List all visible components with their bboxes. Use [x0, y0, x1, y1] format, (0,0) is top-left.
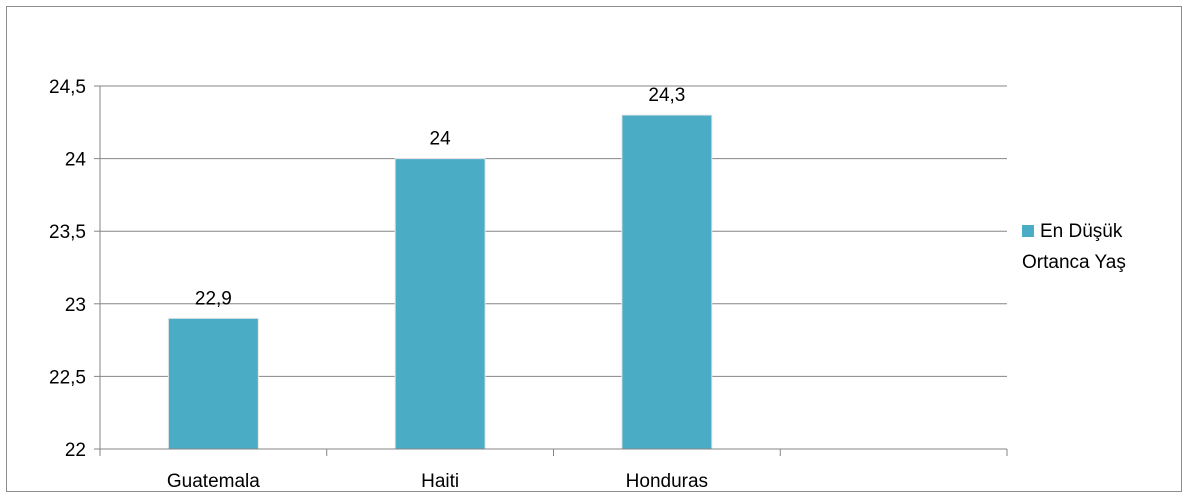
bar-guatemala	[167, 317, 259, 450]
legend-label: En Düşük	[1040, 221, 1123, 242]
y-tick-label: 24,5	[49, 77, 86, 98]
legend-swatch	[1022, 225, 1034, 237]
chart-frame: 22 22,5 23 23,5 24 24,5 22,9 Guatemala 24 Haiti 24…	[6, 6, 1182, 492]
bar-chart: 22 22,5 23 23,5 24 24,5 22,9 Guatemala 24 Haiti 24…	[49, 77, 1126, 492]
data-label: 24,3	[648, 85, 685, 106]
x-category-label: Haiti	[421, 471, 459, 492]
data-label: 22,9	[195, 288, 232, 309]
x-category-label: Guatemala	[167, 471, 260, 492]
data-label: 24	[430, 129, 452, 150]
y-tick-label: 23	[65, 295, 86, 316]
bar-haiti	[394, 158, 486, 450]
axes	[94, 85, 1008, 456]
legend-label: Ortanca Yaş	[1022, 252, 1126, 273]
y-tick-label: 23,5	[49, 222, 86, 243]
bar-honduras	[621, 114, 713, 450]
x-category-label: Honduras	[626, 471, 708, 492]
y-tick-label: 22,5	[49, 367, 86, 388]
y-tick-label: 22	[65, 440, 86, 461]
legend: En Düşük Ortanca Yaş	[1022, 221, 1126, 273]
bars	[167, 114, 713, 450]
y-tick-label: 24	[65, 150, 87, 171]
labels: 22 22,5 23 23,5 24 24,5 22,9 Guatemala 24 Haiti 24…	[49, 77, 708, 492]
gridlines	[100, 85, 1007, 377]
